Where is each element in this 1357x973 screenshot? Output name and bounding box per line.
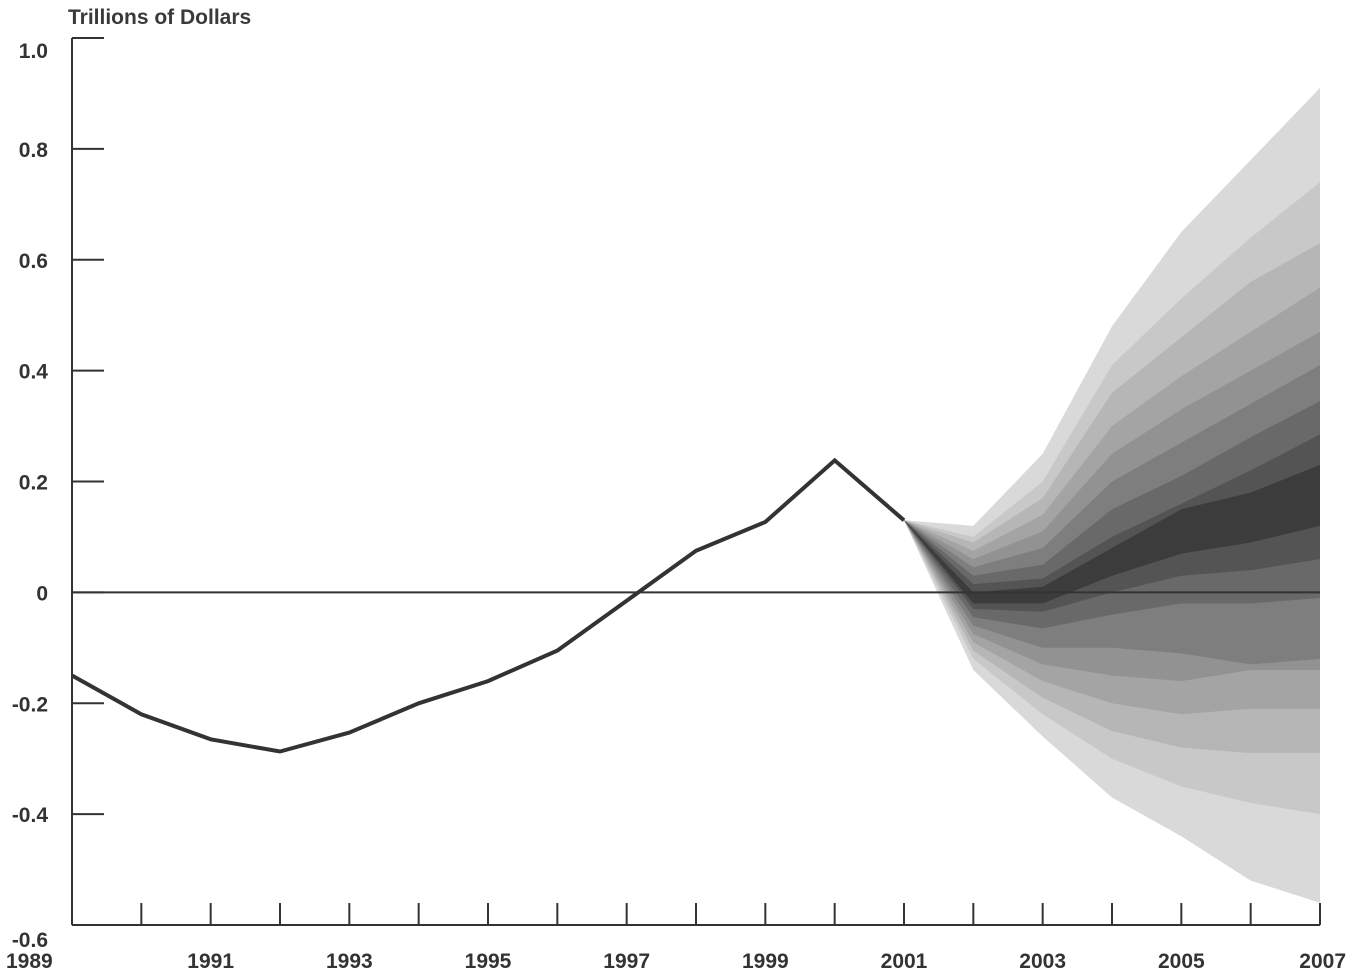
x-tick-label: 1991 (187, 950, 234, 973)
y-tick-label: -0.6 (12, 929, 48, 952)
y-tick-label: 0.2 (19, 472, 48, 495)
fan-band-8 (904, 434, 1320, 612)
y-tick-label: 1.0 (19, 40, 48, 63)
y-tick-label: 0.6 (19, 250, 48, 273)
x-tick-label: 1999 (742, 950, 789, 973)
x-tick-label: 1997 (603, 950, 650, 973)
x-tick-label: 2003 (1019, 950, 1066, 973)
y-tick-label: 0 (36, 582, 48, 605)
chart-axes (71, 37, 1321, 926)
x-tick-label: 2007 (1299, 950, 1346, 973)
x-tick-label: 2005 (1158, 950, 1205, 973)
fan-band-9 (904, 464, 1320, 604)
x-tick-label: 2001 (881, 950, 928, 973)
tick-labels: -0.6 -0.4 -0.2 0 0.2 0.4 0.6 0.8 1.0 1989 1991 1993… (6, 40, 1346, 973)
history-line (71, 457, 906, 754)
x-tick-label: 1989 (6, 950, 53, 973)
x-tick-label: 1995 (465, 950, 512, 973)
y-tick-label: 0.8 (19, 139, 49, 162)
y-tick-label: -0.2 (12, 693, 48, 716)
y-tick-label: 0.4 (19, 361, 49, 384)
y-axis-label: Trillions of Dollars (68, 6, 252, 29)
x-tick-label: 1993 (326, 950, 373, 973)
projection-fan-bands (904, 87, 1320, 903)
y-tick-label: -0.4 (12, 804, 49, 827)
history-line-layer (71, 457, 906, 754)
